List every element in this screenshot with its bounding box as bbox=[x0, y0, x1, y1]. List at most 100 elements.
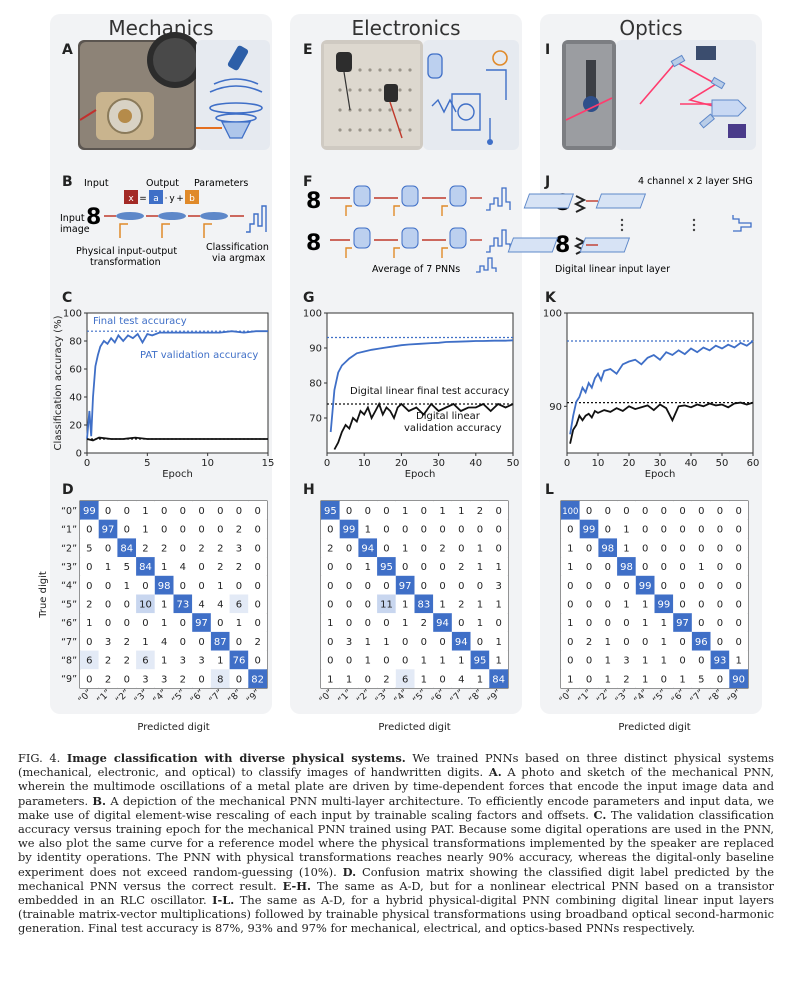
matrix-value: 0 bbox=[586, 656, 592, 667]
matrix-value: 2 bbox=[421, 618, 427, 629]
matrix-cell bbox=[729, 613, 748, 632]
matrix-cell bbox=[395, 613, 415, 632]
matrix-cell bbox=[321, 631, 340, 651]
matrix-value: 1 bbox=[365, 656, 371, 667]
matrix-value: 0 bbox=[458, 525, 464, 536]
matrix-cell bbox=[248, 669, 267, 688]
matrix-cell bbox=[192, 575, 211, 595]
xtick-label: 40 bbox=[469, 458, 482, 469]
caption-p0: We trained PNNs based on three distinct … bbox=[18, 751, 774, 780]
matrix-value: 0 bbox=[421, 506, 427, 517]
matrix-value: 0 bbox=[586, 562, 592, 573]
matrix-cell bbox=[377, 650, 396, 670]
panel-label-j: J bbox=[544, 174, 550, 190]
matrix-cell bbox=[489, 631, 508, 651]
matrix-value: 1 bbox=[217, 656, 223, 667]
arch-linear-label: Digital linear input layer bbox=[555, 264, 670, 275]
matrix-cell bbox=[673, 538, 692, 558]
matrix-value: 0 bbox=[698, 599, 704, 610]
matrix-value: 1 bbox=[439, 506, 445, 517]
matrix-value: 0 bbox=[86, 674, 92, 685]
matrix-value: 1 bbox=[642, 618, 648, 629]
matrix-value: 1 bbox=[661, 618, 667, 629]
matrix-cell bbox=[377, 613, 396, 632]
matrix-cell bbox=[248, 575, 267, 595]
matrix-cell bbox=[229, 650, 249, 670]
matrix-value: 1 bbox=[605, 656, 611, 667]
matrix-cell bbox=[229, 613, 249, 632]
mechanics-architecture: Input Output Parameters x = a · y + b In… bbox=[60, 178, 269, 268]
matrix-cell bbox=[210, 650, 230, 670]
matrix-value: 1 bbox=[642, 599, 648, 610]
matrix-cell bbox=[433, 650, 452, 670]
matrix-cell bbox=[654, 519, 674, 539]
series-line bbox=[86, 330, 268, 440]
ytick-label: 100 bbox=[543, 309, 562, 320]
matrix-value: 0 bbox=[217, 618, 223, 629]
matrix-cell bbox=[451, 594, 471, 614]
matrix-cell bbox=[321, 613, 340, 632]
matrix-value: 0 bbox=[698, 543, 704, 554]
matrix-value: 98 bbox=[158, 581, 171, 592]
row-label: “9” bbox=[61, 674, 77, 685]
matrix-cell bbox=[98, 613, 118, 632]
matrix-value: 1 bbox=[661, 637, 667, 648]
matrix-cell bbox=[579, 631, 599, 651]
matrix-value: 6 bbox=[236, 599, 242, 610]
matrix-cell bbox=[561, 594, 580, 614]
matrix-cell bbox=[433, 538, 452, 558]
matrix-cell bbox=[729, 501, 748, 520]
matrix-value: 0 bbox=[586, 599, 592, 610]
matrix-value: 0 bbox=[735, 543, 741, 554]
electronics-photo bbox=[321, 40, 423, 150]
matrix-value: 2 bbox=[439, 543, 445, 554]
matrix-value: 0 bbox=[586, 618, 592, 629]
matrix-cell bbox=[98, 538, 118, 558]
digit-8-image-top: 8 bbox=[306, 189, 321, 214]
matrix-cell bbox=[321, 669, 340, 688]
row-label: “1” bbox=[61, 525, 77, 536]
matrix-cell bbox=[729, 594, 748, 614]
series-line bbox=[333, 401, 514, 450]
matrix-cell bbox=[617, 538, 636, 558]
matrix-value: 0 bbox=[717, 525, 723, 536]
confusion-matrix-0: 99 0 0 1 0 0 0 0 0 00 97 0 1 0 0 0 0 2 05 0 84 2 2 0 2 2 3 00 1 5 84 1 4… bbox=[38, 500, 268, 733]
matrix-cell bbox=[433, 594, 452, 614]
matrix-cell bbox=[691, 631, 711, 651]
matrix-cell bbox=[117, 538, 137, 558]
matrix-cell bbox=[451, 519, 471, 539]
matrix-cell bbox=[117, 650, 137, 670]
matrix-value: 1 bbox=[495, 562, 501, 573]
matrix-cell bbox=[210, 519, 230, 539]
matrix-cell bbox=[561, 631, 580, 651]
matrix-cell bbox=[80, 669, 99, 688]
matrix-value: 0 bbox=[327, 599, 333, 610]
matrix-cell bbox=[470, 631, 490, 651]
matrix-value: 0 bbox=[198, 525, 204, 536]
matrix-value: 2 bbox=[105, 656, 111, 667]
matrix-value: 1 bbox=[142, 637, 148, 648]
matrix-value: 8 bbox=[217, 674, 223, 685]
matrix-cell bbox=[635, 557, 655, 576]
matrix-value: 1 bbox=[439, 599, 445, 610]
matrix-value: 0 bbox=[495, 506, 501, 517]
xtick-label: 20 bbox=[623, 458, 636, 469]
matrix-cell bbox=[339, 501, 359, 520]
caption-b4: D. bbox=[342, 864, 357, 879]
matrix-cell bbox=[451, 501, 471, 520]
matrix-cell bbox=[117, 631, 137, 651]
matrix-value: 0 bbox=[180, 506, 186, 517]
matrix-cell bbox=[451, 669, 471, 688]
matrix-value: 0 bbox=[327, 525, 333, 536]
matrix-value: 0 bbox=[439, 525, 445, 536]
panel-label-d: D bbox=[62, 482, 74, 498]
matrix-value: 0 bbox=[605, 599, 611, 610]
matrix-value: 0 bbox=[217, 525, 223, 536]
matrix-value: 0 bbox=[661, 525, 667, 536]
label-validation-accuracy: validation accuracy bbox=[404, 423, 502, 434]
matrix-cell bbox=[395, 501, 415, 520]
matrix-value: 0 bbox=[327, 581, 333, 592]
matrix-cell bbox=[210, 557, 230, 576]
matrix-value: 1 bbox=[236, 618, 242, 629]
